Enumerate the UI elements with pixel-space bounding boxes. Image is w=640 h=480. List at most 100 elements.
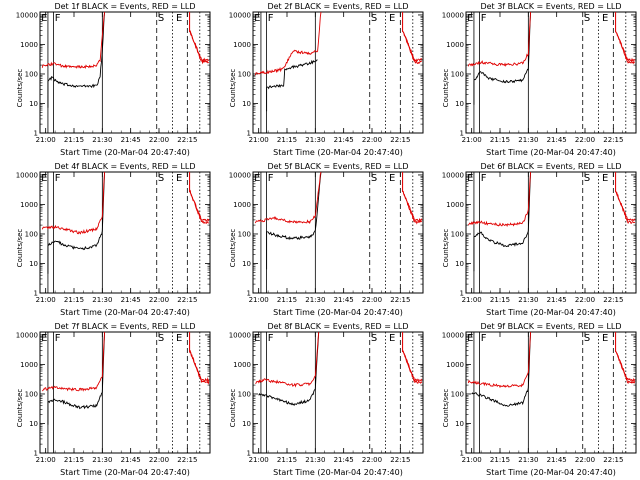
x-axis-label: Start Time (20-Mar-04 20:47:40) [60, 148, 190, 157]
x-tick-label: 22:00 [362, 136, 382, 144]
event-marker-label: E [467, 333, 473, 344]
plot-frame [252, 331, 424, 454]
event-marker-label: F [481, 13, 487, 24]
x-tick-label: 22:15 [177, 136, 197, 144]
series-line [47, 331, 106, 425]
panel-title: Det 6f BLACK = Events, RED = LLD [480, 162, 622, 171]
y-tick-label: 10000 [442, 11, 464, 19]
chart-svg: 1 10 100 1000 10000 21:00 21:15 21:30 21:45 22:00… [442, 331, 637, 464]
y-tick-label: 10000 [442, 331, 464, 339]
chart-panel: 1 10 100 1000 10000 21:00 21:15 21:30 21:45 22:00… [213, 320, 426, 480]
series-line-recovery [615, 332, 636, 382]
y-tick-label: 10 [455, 100, 464, 108]
x-axis-label: Start Time (20-Mar-04 20:47:40) [273, 468, 403, 477]
y-axis-label: Counts/sec [16, 388, 24, 428]
x-tick-label: 22:00 [575, 456, 595, 464]
x-tick-label: 22:15 [603, 296, 623, 304]
series-line [266, 59, 318, 112]
y-axis-label: Counts/sec [16, 228, 24, 268]
y-axis-label: Counts/sec [442, 228, 450, 268]
event-marker-label: E [467, 173, 473, 184]
x-tick-label: 21:30 [518, 296, 538, 304]
chart-svg: 1 10 100 1000 10000 21:00 21:15 21:30 21:45 22:00… [229, 331, 424, 464]
panel-title: Det 8f BLACK = Events, RED = LLD [267, 322, 409, 331]
x-tick-label: 21:15 [64, 456, 84, 464]
plot-frame [252, 11, 424, 134]
y-tick-label: 1 [460, 130, 464, 138]
chart-panel: 1 10 100 1000 10000 21:00 21:15 21:30 21:45 22:00… [426, 160, 639, 320]
x-axis-label: Start Time (20-Mar-04 20:47:40) [273, 148, 403, 157]
event-marker-label: S [371, 13, 377, 24]
x-tick-label: 21:45 [121, 296, 141, 304]
series-line [467, 11, 532, 67]
y-tick-label: 10000 [229, 11, 251, 19]
x-axis-label: Start Time (20-Mar-04 20:47:40) [60, 308, 190, 317]
series-line-recovery [402, 172, 423, 222]
y-axis-label: Counts/sec [16, 68, 24, 108]
chart-svg: 1 10 100 1000 10000 21:00 21:15 21:30 21:45 22:00… [16, 11, 211, 144]
y-tick-label: 1 [247, 130, 251, 138]
series-line-recovery [402, 12, 423, 62]
x-tick-label: 21:45 [334, 136, 354, 144]
series-line-recovery [189, 332, 210, 383]
x-tick-label: 21:45 [334, 296, 354, 304]
x-tick-label: 21:00 [462, 296, 482, 304]
y-tick-label: 1000 [446, 41, 464, 49]
y-axis-label: Counts/sec [229, 228, 237, 268]
chart-svg: 1 10 100 1000 10000 21:00 21:15 21:30 21:45 22:00… [229, 171, 424, 304]
event-marker-label: S [584, 173, 590, 184]
event-marker-label: F [268, 173, 274, 184]
chart-svg: 1 10 100 1000 10000 21:00 21:15 21:30 21:45 22:00… [442, 171, 637, 304]
y-tick-label: 10 [242, 100, 251, 108]
x-tick-label: 22:00 [575, 136, 595, 144]
y-tick-label: 10000 [16, 11, 38, 19]
series-line-recovery [189, 12, 210, 62]
y-axis-label: Counts/sec [442, 388, 450, 428]
x-tick-label: 21:30 [518, 136, 538, 144]
x-tick-label: 21:30 [92, 296, 112, 304]
event-marker-label: E [254, 13, 260, 24]
panel-title: Det 4f BLACK = Events, RED = LLD [54, 162, 196, 171]
y-tick-label: 100 [25, 390, 38, 398]
y-tick-label: 1000 [20, 41, 38, 49]
series-line [473, 11, 532, 105]
event-marker-label: E [602, 173, 608, 184]
y-tick-label: 10 [29, 260, 38, 268]
x-axis-label: Start Time (20-Mar-04 20:47:40) [486, 468, 616, 477]
x-tick-label: 22:15 [390, 456, 410, 464]
event-marker-label: F [481, 173, 487, 184]
y-tick-label: 10000 [16, 171, 38, 179]
x-tick-label: 21:15 [490, 456, 510, 464]
x-tick-label: 21:45 [121, 456, 141, 464]
series-line [42, 331, 106, 392]
y-tick-label: 1000 [20, 361, 38, 369]
plot-frame [465, 171, 637, 294]
y-tick-label: 1000 [233, 41, 251, 49]
x-tick-label: 22:15 [177, 296, 197, 304]
series-line-recovery [189, 172, 210, 222]
event-marker-label: F [55, 333, 61, 344]
y-tick-label: 10 [29, 100, 38, 108]
x-tick-label: 22:00 [362, 456, 382, 464]
x-tick-label: 21:00 [462, 456, 482, 464]
x-axis-label: Start Time (20-Mar-04 20:47:40) [273, 308, 403, 317]
plot-frame [39, 171, 211, 294]
y-tick-label: 1 [34, 450, 38, 458]
y-tick-label: 10 [455, 420, 464, 428]
y-tick-label: 1000 [233, 201, 251, 209]
x-axis-label: Start Time (20-Mar-04 20:47:40) [486, 308, 616, 317]
x-tick-label: 21:45 [121, 136, 141, 144]
series-line [258, 331, 320, 407]
series-line [255, 331, 320, 388]
x-tick-label: 21:30 [518, 456, 538, 464]
plot-frame [39, 11, 211, 134]
panel-title: Det 2f BLACK = Events, RED = LLD [267, 2, 409, 11]
series-line [254, 11, 322, 76]
plot-frame [39, 331, 211, 454]
x-tick-label: 22:15 [390, 296, 410, 304]
x-tick-label: 21:00 [462, 136, 482, 144]
event-marker-label: E [467, 13, 473, 24]
event-marker-label: E [176, 333, 182, 344]
panel-title: Det 7f BLACK = Events, RED = LLD [54, 322, 196, 331]
y-tick-label: 100 [238, 70, 251, 78]
